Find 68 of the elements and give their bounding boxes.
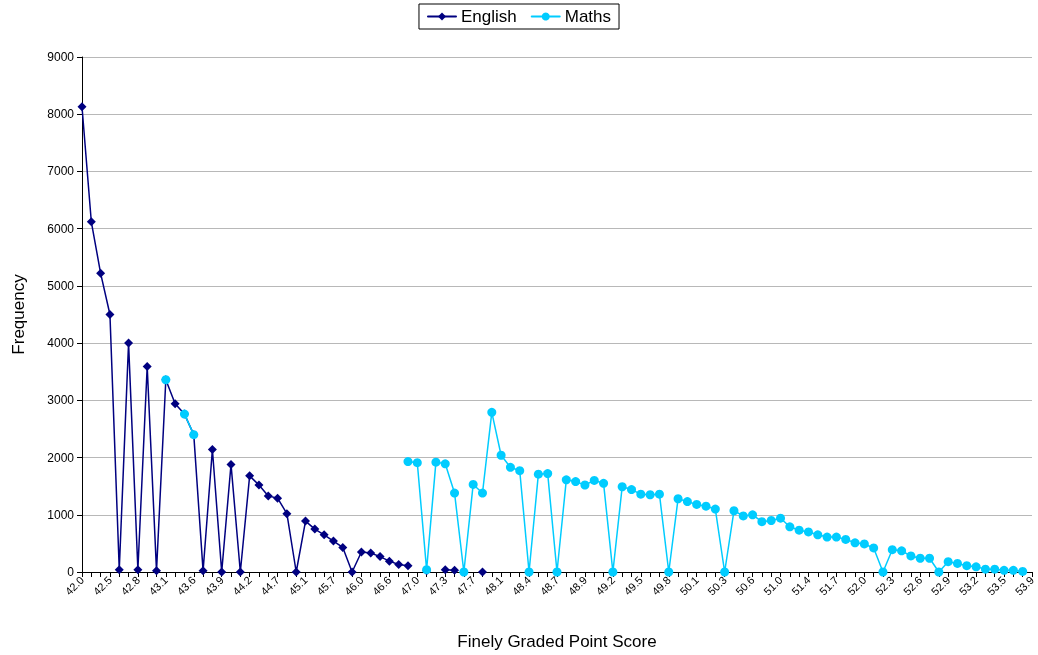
- point: [394, 560, 404, 570]
- point: [273, 493, 283, 503]
- y-tick-label: 0: [67, 565, 75, 579]
- point: [245, 471, 255, 481]
- point: [310, 524, 320, 534]
- point: [366, 548, 376, 558]
- y-tick-label: 6000: [47, 221, 75, 236]
- point: [356, 547, 366, 557]
- legend-label: Maths: [564, 7, 612, 26]
- point: [226, 459, 236, 469]
- y-tick-label: 5000: [47, 278, 75, 293]
- y-tick-label: 4000: [47, 336, 75, 351]
- point: [375, 552, 385, 562]
- y-tick-label: 1000: [47, 507, 75, 522]
- point: [142, 362, 152, 372]
- point: [263, 491, 273, 501]
- point: [450, 565, 460, 575]
- x-tick-label: 45.1: [286, 573, 310, 598]
- point: [96, 268, 106, 278]
- x-tick-label: 47.0: [397, 573, 422, 598]
- point: [207, 445, 217, 455]
- x-tick-label: 43.1: [146, 573, 171, 598]
- point: [198, 566, 208, 576]
- point: [403, 561, 413, 571]
- point: [217, 567, 227, 577]
- y-tick-label: 7000: [47, 164, 75, 179]
- x-tick-label: 52.9: [928, 573, 953, 598]
- point: [86, 217, 96, 227]
- x-tick-label: 48.1: [481, 573, 506, 598]
- point: [282, 509, 292, 519]
- y-tick-label: 9000: [47, 50, 75, 64]
- y-tick-label: 2000: [47, 450, 75, 465]
- point: [301, 516, 311, 526]
- x-tick-label: 46.0: [342, 573, 366, 598]
- x-tick-label: 43.9: [202, 573, 226, 598]
- x-tick-label: 47.3: [425, 573, 450, 598]
- x-tick-label: 51.4: [789, 573, 813, 598]
- x-tick-label: 53.9: [1012, 573, 1037, 598]
- x-tick-label: 52.0: [844, 573, 869, 598]
- point: [170, 399, 180, 409]
- x-tick-label: 50.1: [677, 573, 701, 598]
- x-tick-label: 53.2: [956, 573, 981, 598]
- point: [114, 565, 124, 575]
- point: [124, 338, 134, 348]
- x-tick-label: 49.2: [593, 573, 618, 598]
- point: [440, 565, 450, 575]
- y-tick-label: 3000: [47, 393, 75, 408]
- legend-label: English: [460, 7, 517, 26]
- point: [235, 567, 245, 577]
- point: [384, 556, 394, 566]
- point: [105, 310, 115, 319]
- x-tick-label: 48.9: [565, 573, 590, 598]
- x-tick-label: 42.8: [118, 573, 143, 598]
- point: [133, 565, 143, 575]
- y-tick-label: 8000: [47, 107, 75, 122]
- x-tick-label: 52.3: [872, 573, 897, 598]
- point: [328, 536, 338, 546]
- point: [319, 530, 329, 540]
- point: [152, 566, 162, 576]
- y-axis-title: Frequency: [9, 273, 28, 355]
- point: [347, 567, 357, 577]
- point: [254, 480, 264, 490]
- x-axis-title: Finely Graded Point Score: [457, 632, 657, 651]
- point: [77, 102, 87, 112]
- point: [477, 567, 487, 577]
- point: [291, 567, 301, 577]
- x-tick-label: 51.0: [761, 573, 785, 598]
- point: [338, 542, 348, 552]
